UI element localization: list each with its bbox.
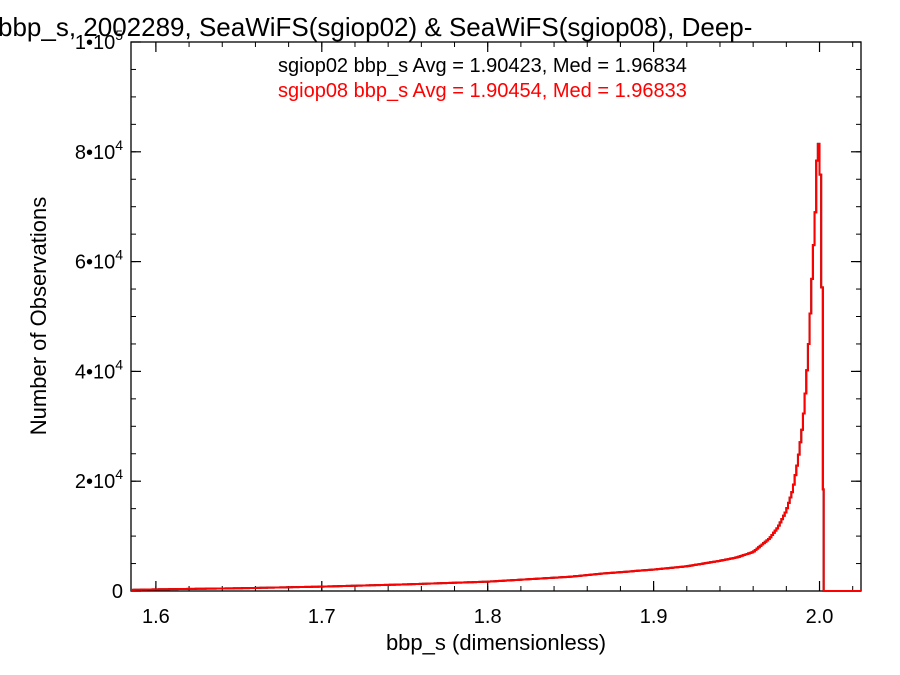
- chart-title: bbp_s, 2002289, SeaWiFS(sgiop02) & SeaWi…: [0, 12, 752, 42]
- y-tick-label: 6•104: [75, 247, 123, 274]
- histogram-series-2: [131, 142, 861, 592]
- x-tick-label: 1.8: [474, 606, 502, 628]
- y-axis-label: Number of Observations: [26, 197, 51, 435]
- series-group: [131, 142, 861, 592]
- y-tick-label: 0: [112, 581, 123, 603]
- x-tick-label: 1.6: [142, 606, 170, 628]
- axis-ticks: 1.6 1.7 1.8 1.9 2.0 0 2•104 4•104 6•104 8•104 1•10…: [75, 27, 861, 628]
- y-tick-label: 8•104: [75, 137, 123, 164]
- y-tick-label: 1•105: [75, 27, 123, 54]
- legend-entry-sgiop08: sgiop08 bbp_s Avg = 1.90454, Med = 1.968…: [278, 80, 687, 102]
- y-tick-label: 4•104: [75, 356, 123, 383]
- legend-entry-sgiop02: sgiop02 bbp_s Avg = 1.90423, Med = 1.968…: [278, 55, 687, 77]
- x-tick-label: 1.9: [640, 606, 668, 628]
- y-tick-label: 2•104: [75, 466, 123, 493]
- x-tick-label: 2.0: [806, 606, 834, 628]
- x-axis-label: bbp_s (dimensionless): [386, 630, 606, 655]
- x-tick-label: 1.7: [308, 606, 336, 628]
